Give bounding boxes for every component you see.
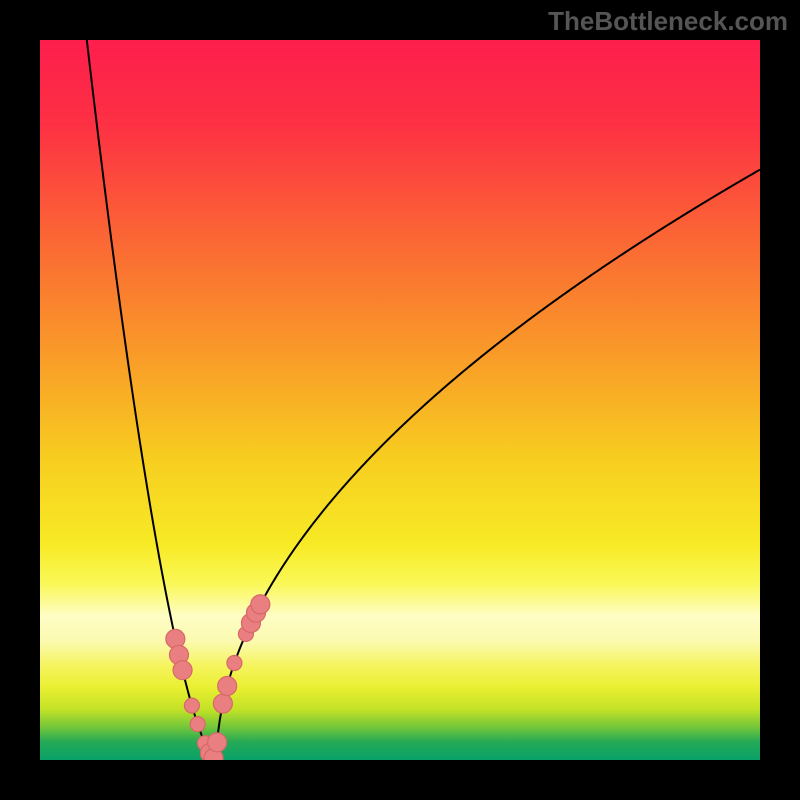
watermark-text: TheBottleneck.com xyxy=(548,6,788,37)
curve-marker xyxy=(218,677,237,696)
curve-marker xyxy=(173,661,192,680)
gradient-background xyxy=(40,40,760,760)
curve-marker xyxy=(251,595,270,614)
curve-marker xyxy=(184,698,199,713)
chart-container: { "canvas": { "width": 800, "height": 80… xyxy=(0,0,800,800)
curve-marker xyxy=(213,694,232,713)
curve-marker xyxy=(227,656,242,671)
curve-marker xyxy=(190,717,205,732)
bottleneck-chart xyxy=(40,40,760,760)
curve-marker xyxy=(208,733,227,752)
